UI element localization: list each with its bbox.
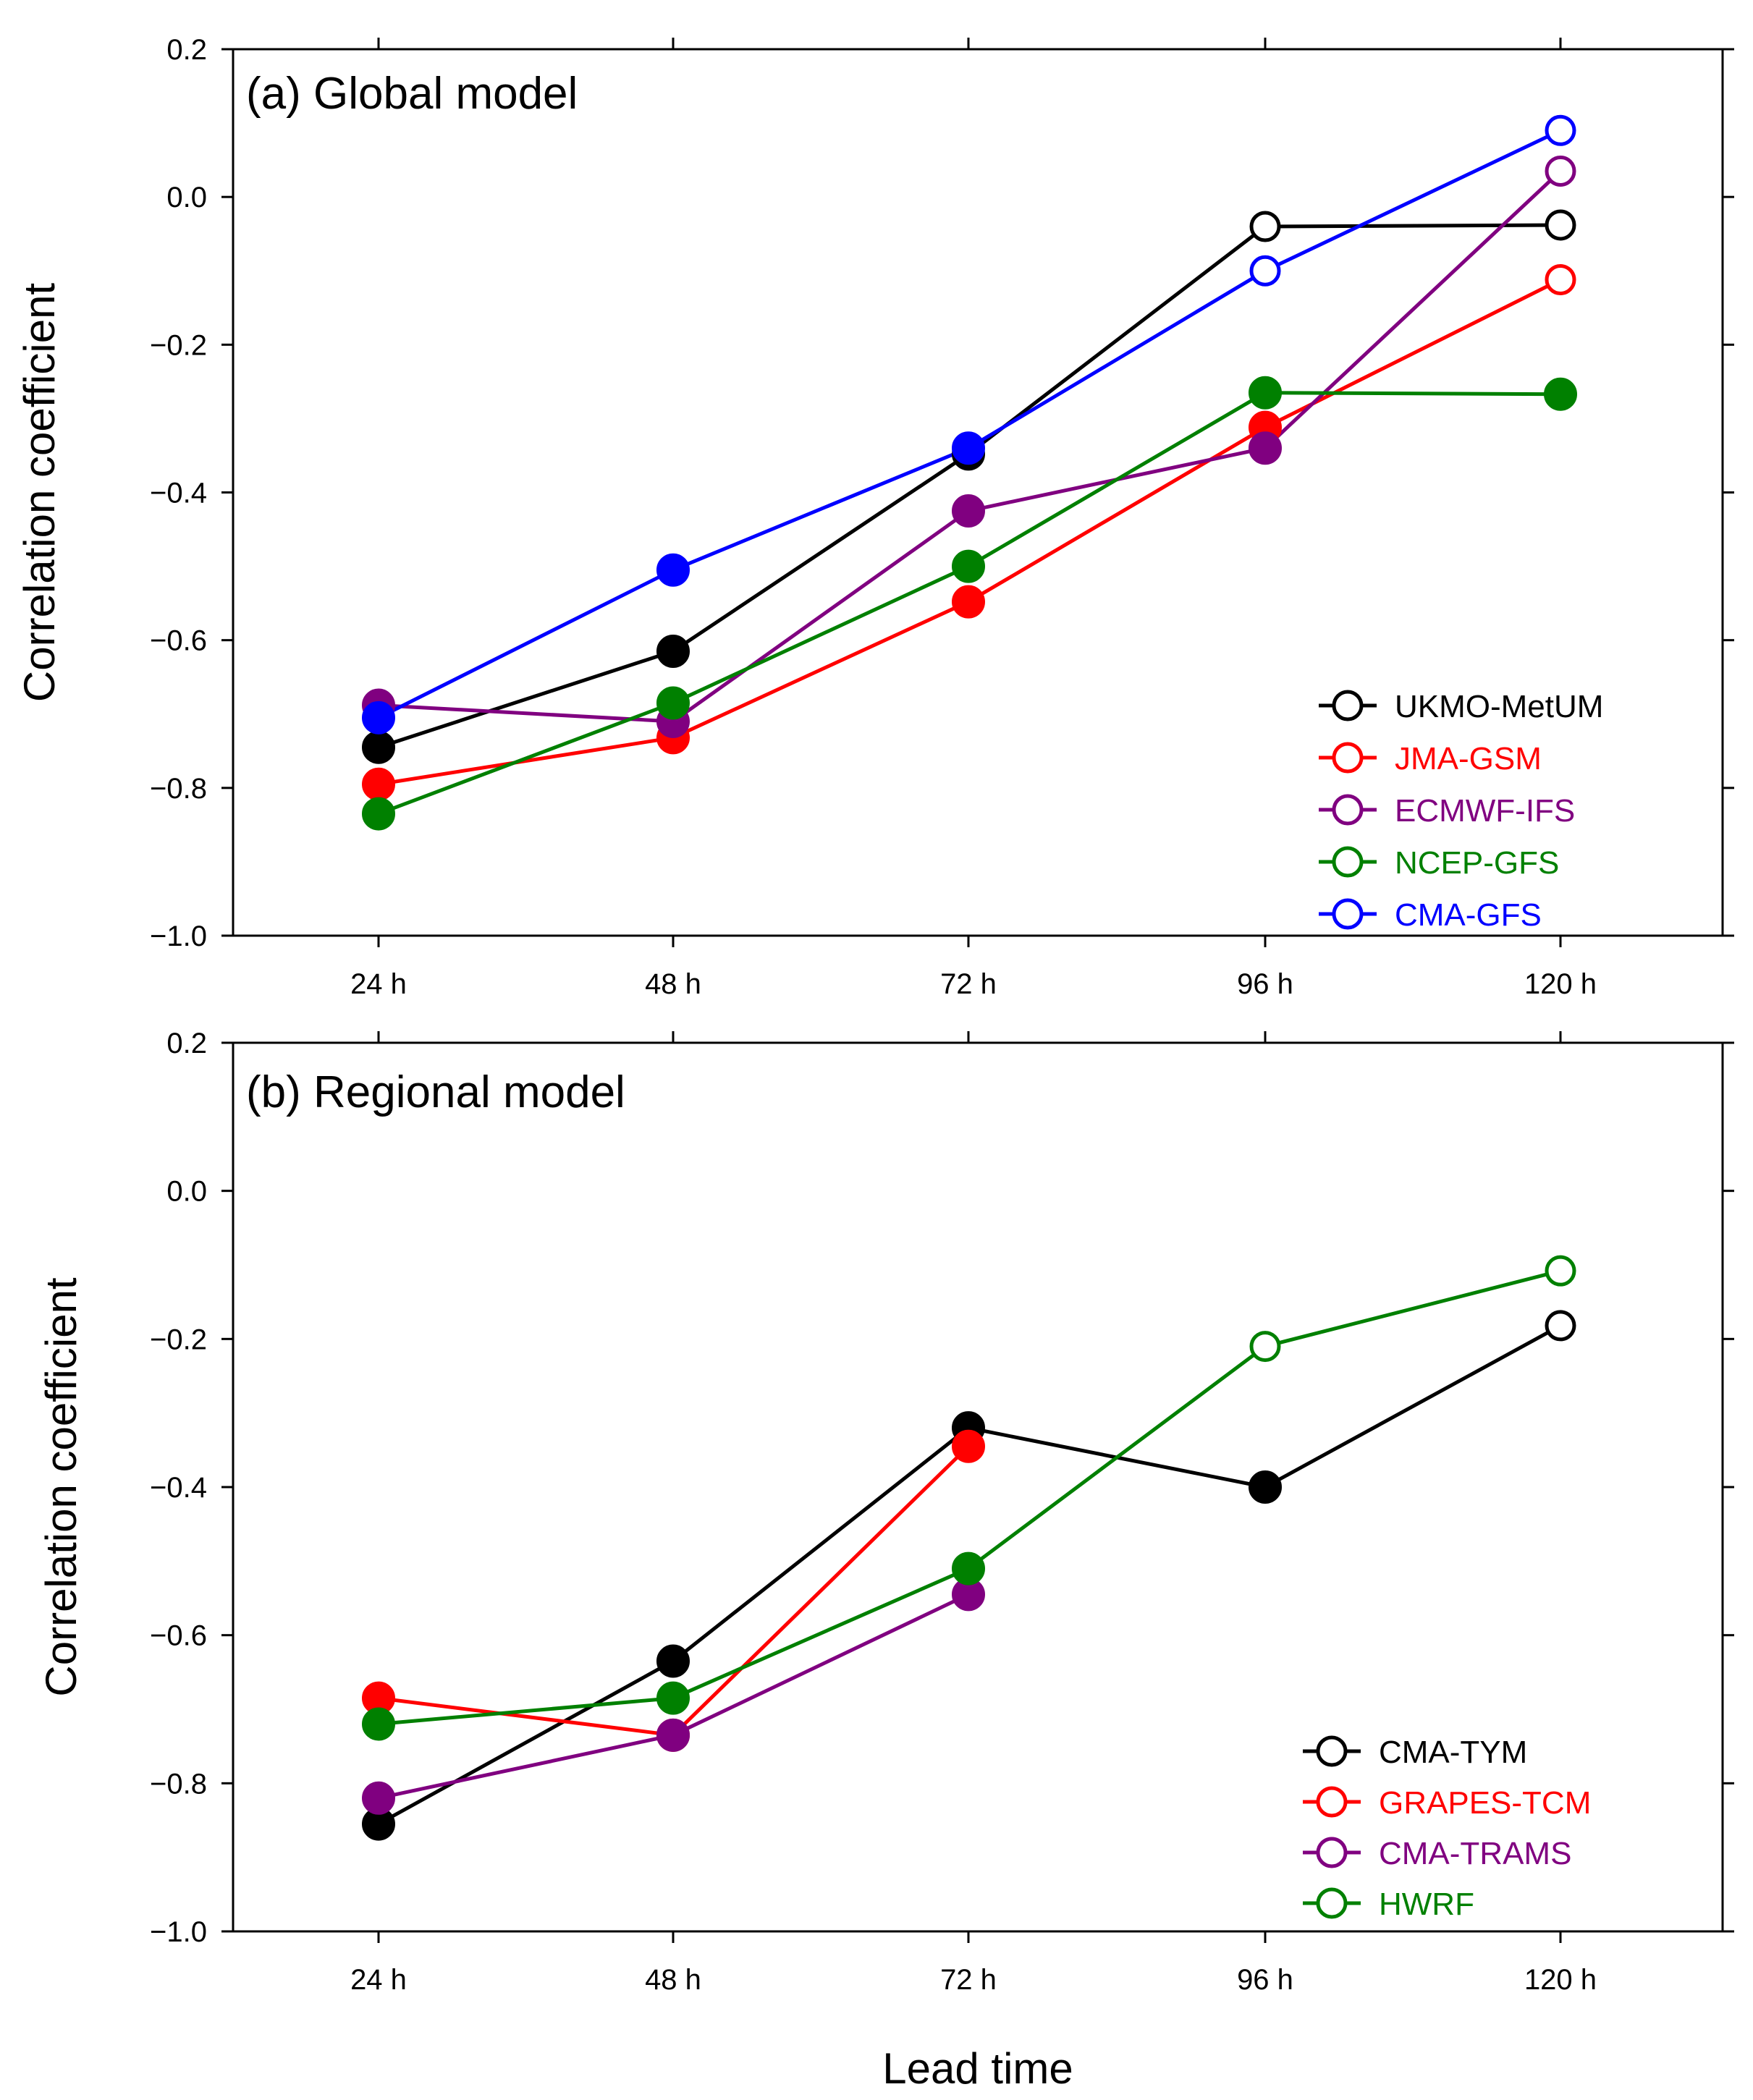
data-point (1545, 155, 1576, 187)
data-point (1249, 1470, 1282, 1504)
y-tick-label: −0.4 (150, 478, 207, 509)
data-point (952, 549, 985, 583)
legend-marker (1316, 1837, 1348, 1868)
data-point (656, 1681, 690, 1715)
data-point (952, 431, 985, 465)
data-point (656, 686, 690, 720)
y-tick-label: −1.0 (150, 1916, 207, 1948)
legend-marker (1316, 1786, 1348, 1818)
data-point (1545, 1310, 1576, 1342)
data-point (656, 1718, 690, 1752)
data-point (1249, 431, 1282, 465)
x-tick-label: 48 h (645, 1964, 701, 1996)
x-tick-label: 72 h (940, 1964, 997, 1996)
series-line (378, 1269, 1561, 1726)
legend-marker (1332, 898, 1364, 930)
data-point (362, 730, 395, 764)
y-tick-label: −0.8 (150, 773, 207, 805)
legend-label: CMA-GFS (1395, 897, 1542, 933)
legend-marker (1332, 794, 1364, 826)
data-point (362, 700, 395, 734)
data-point (1545, 114, 1576, 146)
y-tick-label: −0.6 (150, 625, 207, 657)
data-point (952, 1429, 985, 1463)
data-point (656, 553, 690, 587)
data-point (362, 767, 395, 801)
data-point (362, 1781, 395, 1815)
legend-marker (1332, 742, 1364, 774)
data-point (1545, 264, 1576, 295)
legend-label: CMA-TRAMS (1379, 1836, 1571, 1871)
y-tick-label: −0.2 (150, 1324, 207, 1355)
data-point (1249, 376, 1282, 410)
series-line (378, 278, 1562, 787)
x-axis-title: Lead time (882, 2044, 1073, 2093)
panel-title: (b) Regional model (246, 1067, 625, 1117)
data-point (1249, 211, 1281, 242)
y-tick-label: −0.8 (150, 1768, 207, 1800)
legend-label: HWRF (1379, 1887, 1474, 1922)
x-tick-label: 96 h (1237, 968, 1293, 1000)
panel-title: (a) Global model (246, 69, 578, 119)
y-tick-label: 0.2 (166, 34, 207, 66)
data-point (1545, 209, 1576, 241)
legend-label: JMA-GSM (1395, 741, 1542, 776)
legend-label: UKMO-MetUM (1395, 689, 1603, 724)
data-point (1249, 1331, 1281, 1363)
legend-label: GRAPES-TCM (1379, 1785, 1591, 1821)
y-tick-label: 0.0 (166, 1176, 207, 1208)
x-tick-label: 120 h (1524, 968, 1597, 1000)
data-point (952, 494, 985, 528)
data-point (656, 634, 690, 668)
data-point (362, 797, 395, 831)
series-line (377, 129, 1562, 720)
x-tick-label: 96 h (1237, 1964, 1293, 1996)
y-axis-title: Correlation coefficient (37, 1277, 85, 1697)
data-point (952, 1551, 985, 1585)
y-axis-title: Correlation coefficient (15, 283, 64, 703)
data-point (1544, 377, 1577, 411)
x-tick-label: 72 h (940, 968, 997, 1000)
data-point (656, 1644, 690, 1678)
legend-marker (1316, 1735, 1348, 1767)
y-tick-label: −0.4 (150, 1472, 207, 1504)
data-point (952, 585, 985, 619)
legend-label: CMA-TYM (1379, 1735, 1527, 1770)
data-point (362, 1707, 395, 1741)
legend-marker (1332, 846, 1364, 878)
data-point (1249, 255, 1281, 287)
y-tick-label: −0.2 (150, 329, 207, 361)
y-tick-label: −0.6 (150, 1620, 207, 1652)
y-tick-label: 0.2 (166, 1028, 207, 1059)
x-tick-label: 24 h (350, 1964, 407, 1996)
x-tick-label: 24 h (350, 968, 407, 1000)
y-tick-label: −1.0 (150, 920, 207, 952)
legend-marker (1316, 1887, 1348, 1919)
legend-label: ECMWF-IFS (1395, 793, 1575, 829)
x-tick-label: 120 h (1524, 1964, 1597, 1996)
legend-label: NCEP-GFS (1395, 845, 1559, 881)
series-line (378, 223, 1561, 750)
x-tick-label: 48 h (645, 968, 701, 1000)
y-tick-label: 0.0 (166, 182, 207, 213)
legend-marker (1332, 690, 1364, 721)
data-point (1545, 1255, 1576, 1287)
